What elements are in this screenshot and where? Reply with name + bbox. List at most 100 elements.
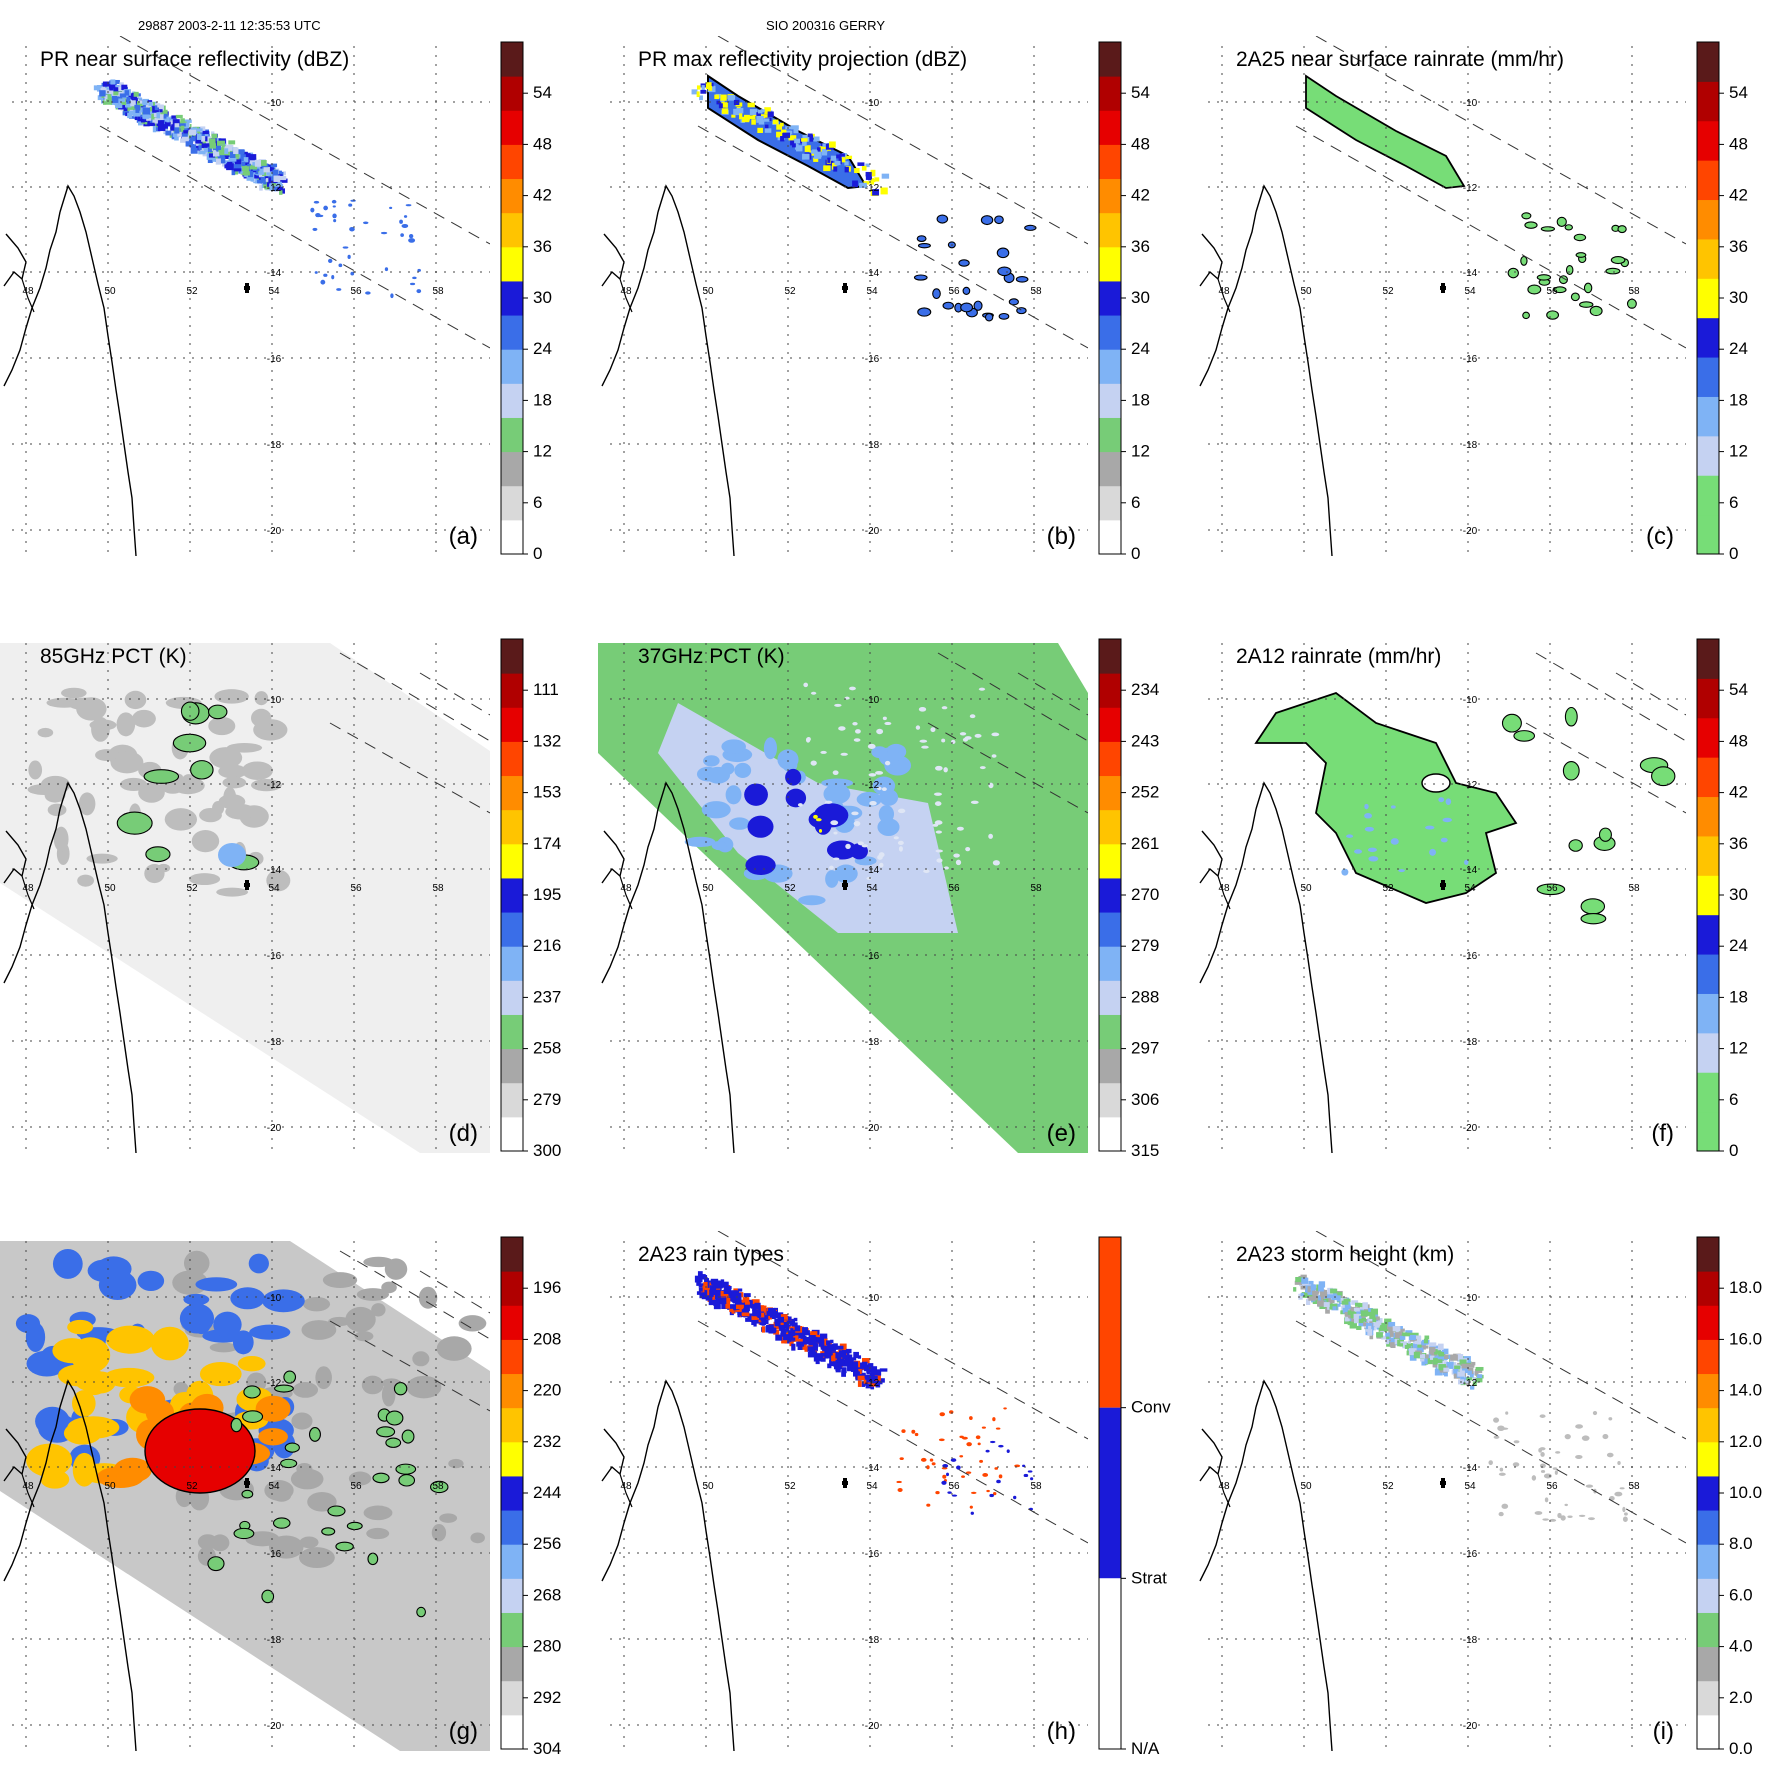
data-cell	[1589, 305, 1603, 317]
data-cell	[851, 811, 859, 816]
colorbar-tick-label: 54	[1729, 83, 1748, 102]
data-cell	[1587, 1517, 1595, 1521]
data-cell	[199, 140, 206, 146]
data-cell	[246, 175, 255, 181]
data-cell	[1456, 1354, 1464, 1361]
data-cell	[874, 1369, 882, 1376]
lat-tick-label: -14	[267, 865, 282, 876]
data-cell	[1410, 1332, 1419, 1338]
data-cell	[1353, 1313, 1359, 1319]
data-cell	[721, 739, 746, 754]
data-cell	[258, 1428, 288, 1446]
data-cell	[805, 737, 811, 743]
data-cell	[148, 101, 153, 109]
data-cell	[955, 859, 962, 866]
colorbar-segment	[1099, 485, 1121, 521]
data-cell	[1575, 1454, 1583, 1460]
data-cell	[361, 1375, 384, 1395]
data-cell	[116, 712, 136, 737]
swath-edge	[717, 36, 1088, 245]
data-cell	[735, 1304, 744, 1310]
colorbar-tick-label: 16.0	[1729, 1329, 1762, 1348]
colorbar-segment	[1099, 843, 1121, 879]
data-cell	[416, 289, 422, 294]
eye	[1421, 773, 1451, 793]
map-grid	[1208, 1241, 1686, 1751]
data-cell	[1398, 1326, 1403, 1330]
map-area: 48 50 52 54 56 58 -10 -12 -14 -16 -18 -20	[598, 643, 1088, 1154]
colorbar-tick-label: 174	[533, 834, 561, 853]
data-cell	[978, 687, 986, 691]
colorbar: 0.0 2.0 4.0 6.0 8.0 10.0 12.0 14.0 16.0 18.0	[1696, 1236, 1762, 1758]
panel-title: PR max reflectivity projection (dBZ)	[638, 48, 967, 71]
data-cell	[1349, 1321, 1357, 1329]
data-cell	[789, 1318, 796, 1326]
data-cell	[839, 1350, 846, 1357]
data-cell	[915, 725, 921, 730]
data-cell	[785, 1328, 790, 1332]
data-cell	[219, 149, 224, 156]
data-cell	[943, 866, 949, 870]
colorbar-segment	[1099, 1578, 1121, 1749]
lon-tick-label: 56	[1546, 883, 1558, 894]
lat-tick-label: -10	[865, 695, 880, 706]
swath-edge	[329, 722, 490, 814]
colorbar-segment	[1697, 1072, 1719, 1113]
lon-tick-label: 52	[1382, 286, 1394, 297]
data-cell	[920, 1457, 927, 1462]
data-cell	[1539, 1414, 1546, 1418]
data-cell	[861, 1362, 868, 1367]
lat-tick-label: -20	[1463, 526, 1478, 537]
data-cell	[272, 1517, 291, 1529]
data-cell	[780, 1314, 788, 1320]
data-cell	[995, 1427, 1001, 1430]
coastline	[3, 184, 137, 557]
map-area: 48 50 52 54 56 58 -10 -12 -14 -16 -18 -20	[601, 36, 1088, 557]
data-cell	[1363, 1319, 1370, 1323]
lat-tick-label: -10	[267, 695, 282, 706]
lon-tick-label: 54	[268, 883, 280, 894]
swath-edge	[1315, 1231, 1686, 1440]
data-cell	[1394, 1338, 1400, 1345]
data-cell	[1375, 1316, 1380, 1321]
data-cell	[756, 112, 761, 119]
data-cell	[218, 843, 246, 867]
data-cell	[1513, 730, 1536, 742]
data-cell	[1415, 1335, 1421, 1339]
data-cell	[157, 863, 171, 873]
data-cell	[1540, 1470, 1546, 1473]
colorbar-segment	[1697, 1544, 1719, 1579]
data-cell	[1312, 1290, 1319, 1295]
data-cell	[142, 113, 149, 119]
colorbar-segment	[501, 110, 523, 145]
data-cell	[897, 1487, 903, 1493]
data-cell	[1344, 1304, 1351, 1309]
data-cell	[1024, 224, 1037, 231]
data-cell	[824, 1345, 831, 1349]
data-cell	[1385, 1332, 1393, 1337]
data-cell	[40, 1470, 70, 1489]
data-cell	[204, 147, 208, 153]
swath-edge	[1525, 722, 1686, 814]
swath-edge	[697, 125, 1088, 349]
data-cell	[1614, 1491, 1623, 1497]
data-cell	[233, 147, 239, 155]
data-cell	[250, 708, 272, 728]
data-cell	[231, 169, 236, 176]
data-cell	[124, 90, 130, 96]
colorbar-segment	[501, 1373, 523, 1409]
colorbar-segment	[1697, 475, 1719, 516]
lat-tick-label: -12	[267, 780, 282, 791]
data-cell	[853, 1371, 860, 1376]
data-cell	[241, 161, 246, 167]
data-cell	[884, 760, 891, 766]
data-cell	[310, 207, 315, 213]
data-cell	[298, 1547, 335, 1569]
coastline	[619, 875, 633, 910]
data-cell	[95, 749, 118, 762]
colorbar-segment	[501, 912, 523, 947]
data-cell	[212, 157, 216, 162]
data-cell	[211, 133, 218, 139]
colorbar-tick-label: 208	[533, 1329, 561, 1348]
